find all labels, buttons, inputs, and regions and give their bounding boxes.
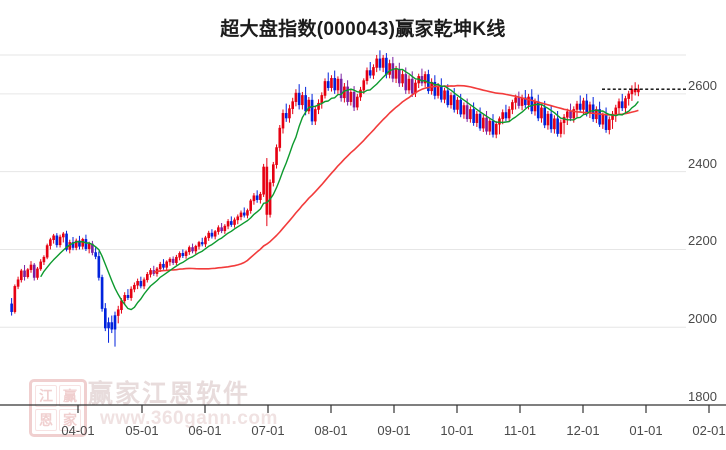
x-axis-tick-label: 02-01 (692, 423, 726, 438)
x-axis-tick-label: 07-01 (251, 423, 285, 438)
x-axis-tick-label: 11-01 (503, 423, 537, 438)
x-axis-tick-label: 01-01 (629, 423, 663, 438)
x-axis-tick-label: 05-01 (125, 423, 159, 438)
x-axis-tick-label: 04-01 (61, 423, 95, 438)
ma-long-line (153, 84, 639, 274)
y-axis-tick-label: 2200 (688, 233, 717, 249)
x-axis-tick-label: 12-01 (566, 423, 600, 438)
x-axis-tick-label: 08-01 (314, 423, 348, 438)
y-axis-tick-label: 2000 (688, 311, 717, 327)
x-axis-ticks (77, 405, 710, 413)
x-axis-tick-label: 06-01 (188, 423, 222, 438)
y-axis-tick-label: 2400 (688, 155, 717, 171)
candles-layer (10, 50, 640, 347)
page-title: 超大盘指数(000043)赢家乾坤K线 (220, 19, 506, 40)
y-axis-tick-label: 1800 (688, 389, 717, 404)
x-axis-tick-label: 10-01 (440, 423, 474, 438)
y-axis-tick-label: 2600 (688, 77, 717, 93)
x-axis-tick-label: 09-01 (377, 423, 411, 438)
ma-short-line (40, 67, 639, 311)
